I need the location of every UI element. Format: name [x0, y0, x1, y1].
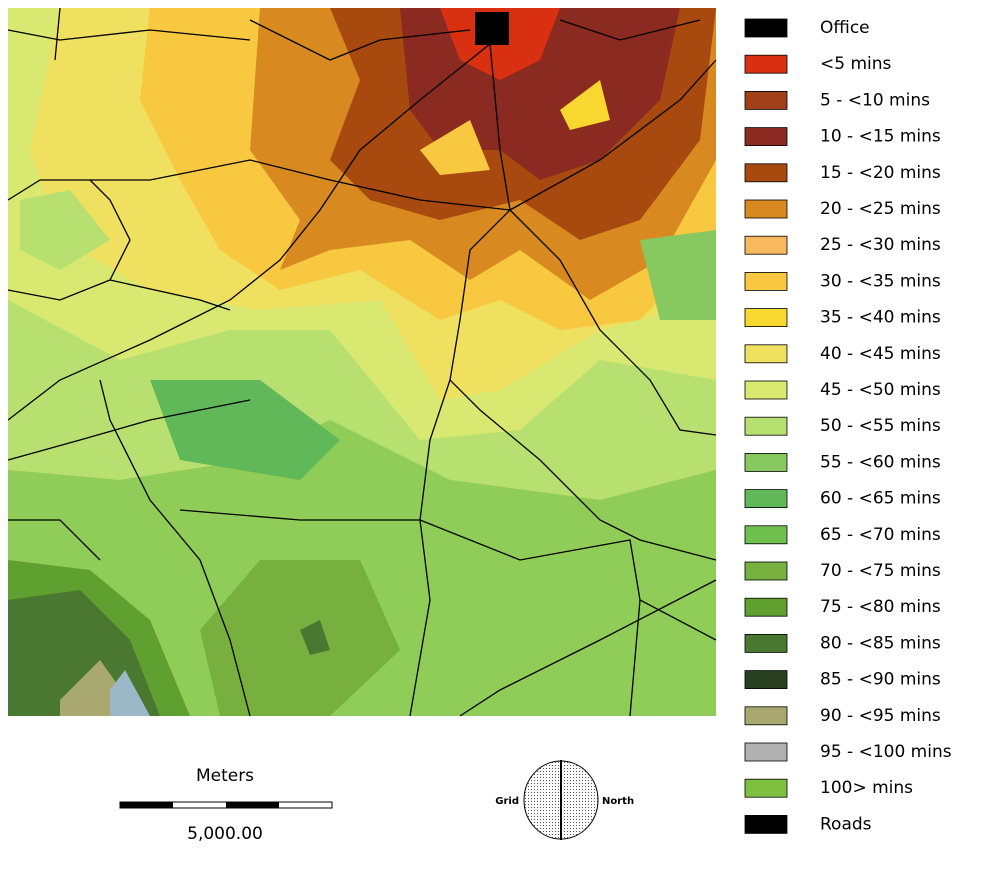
map	[7, 7, 717, 717]
legend-swatch	[744, 380, 788, 400]
legend-swatch	[744, 18, 788, 38]
north-arrow: Grid North	[495, 760, 634, 840]
legend-swatch	[744, 778, 788, 798]
legend-swatch	[744, 489, 788, 509]
legend-label: 45 - <50 mins	[820, 380, 941, 400]
legend-swatch	[744, 525, 788, 545]
legend-label: 20 - <25 mins	[820, 199, 941, 219]
legend-label: Office	[820, 18, 870, 38]
legend-label: 15 - <20 mins	[820, 163, 941, 183]
legend-label: 95 - <100 mins	[820, 742, 952, 762]
legend-label: 90 - <95 mins	[820, 706, 941, 726]
legend-label: 85 - <90 mins	[820, 670, 941, 690]
legend-swatch	[744, 742, 788, 762]
north-left-label: Grid	[495, 796, 519, 807]
legend-label: 70 - <75 mins	[820, 561, 941, 581]
north-right-label: North	[602, 796, 634, 807]
legend-swatch	[744, 344, 788, 364]
legend-swatch	[744, 670, 788, 689]
scale-bar: Meters 5,000.00	[119, 766, 333, 844]
legend-label: 75 - <80 mins	[820, 597, 941, 617]
legend-swatch	[744, 597, 788, 617]
legend-swatch	[744, 91, 788, 110]
legend-swatch	[744, 271, 788, 291]
legend-swatch	[744, 163, 788, 183]
legend-swatch	[744, 561, 788, 581]
legend-label: <5 mins	[820, 54, 892, 74]
legend-swatch	[744, 127, 788, 146]
legend-label: 35 - <40 mins	[820, 308, 941, 328]
legend-label: 55 - <60 mins	[820, 452, 941, 472]
scale-distance: 5,000.00	[187, 824, 263, 844]
legend-swatch	[744, 416, 788, 436]
legend-label: 30 - <35 mins	[820, 271, 941, 291]
legend-label: 50 - <55 mins	[820, 416, 941, 436]
legend-swatch	[744, 815, 788, 834]
legend-swatch	[744, 706, 788, 726]
legend-label: 60 - <65 mins	[820, 489, 941, 509]
legend-label: 80 - <85 mins	[820, 633, 941, 653]
legend-label: 25 - <30 mins	[820, 235, 941, 255]
legend-swatch	[744, 634, 788, 653]
legend-swatch	[744, 235, 788, 255]
legend-swatch	[744, 199, 788, 219]
legend-swatch	[744, 308, 788, 328]
legend-label: 40 - <45 mins	[820, 344, 941, 364]
legend-swatch	[744, 54, 788, 74]
legend-label: Roads	[820, 814, 872, 834]
legend-label: 5 - <10 mins	[820, 90, 930, 110]
legend-swatch	[744, 452, 788, 472]
legend: Office <5 mins 5 - <10 mins 10 - <15 mins 15…	[744, 18, 952, 834]
legend-label: 65 - <70 mins	[820, 525, 941, 545]
legend-label: 10 - <15 mins	[820, 127, 941, 147]
legend-label: 100> mins	[820, 778, 913, 798]
scale-title: Meters	[196, 766, 254, 786]
